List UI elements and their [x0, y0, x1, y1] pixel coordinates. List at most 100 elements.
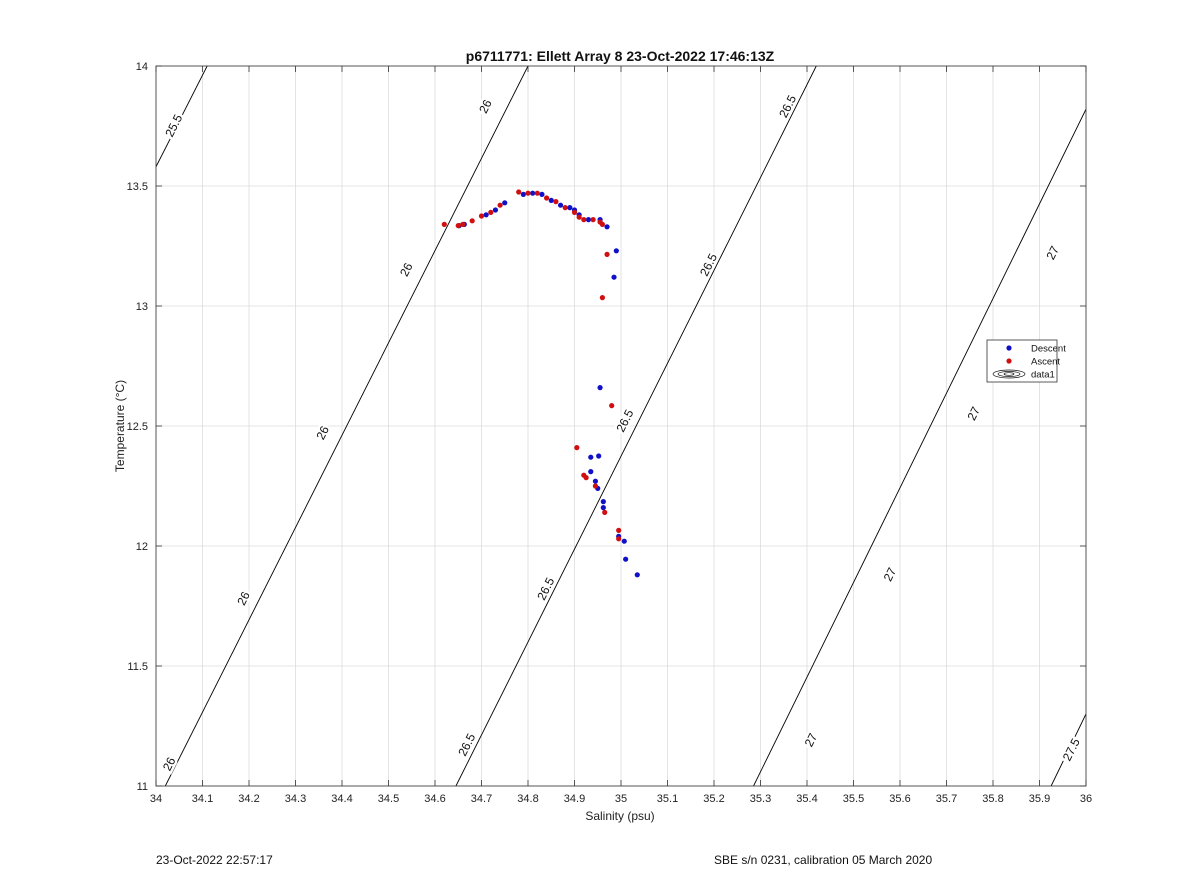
x-tick-label: 34.5 — [378, 793, 399, 805]
data-point — [530, 190, 536, 196]
data-point — [455, 223, 461, 229]
data-point — [623, 556, 629, 562]
y-tick-label: 12 — [136, 541, 148, 553]
contour-line — [455, 66, 817, 786]
y-tick-label: 13.5 — [127, 181, 148, 193]
data-point — [562, 205, 568, 211]
data-point — [525, 190, 531, 196]
data-point — [597, 385, 603, 391]
data-point — [557, 202, 564, 208]
legend: Descent Ascent data1 — [986, 339, 1066, 383]
data-point — [599, 295, 606, 301]
data-point — [634, 572, 640, 578]
data-point — [548, 197, 554, 203]
legend-contour-icon — [992, 369, 1026, 379]
data-point — [460, 221, 466, 227]
x-axis-label: Salinity (psu) — [585, 809, 654, 823]
y-tick-label: 14 — [136, 61, 148, 73]
x-tick-label: 34 — [150, 793, 162, 805]
x-tick-label: 34.1 — [192, 793, 213, 805]
data-point — [581, 217, 587, 223]
data-point — [599, 221, 606, 227]
footer-timestamp: 23-Oct-2022 22:57:17 — [156, 853, 273, 867]
contour-line — [164, 66, 529, 786]
data-point — [609, 403, 615, 409]
x-tick-label: 35.6 — [889, 793, 910, 805]
contour-line — [753, 109, 1086, 786]
x-tick-label: 35.5 — [843, 793, 864, 805]
y-tick-label: 12.5 — [127, 421, 148, 433]
data-point — [576, 214, 582, 220]
data-point — [441, 221, 447, 227]
data-point — [544, 195, 550, 201]
y-axis-label: Temperature (°C) — [113, 380, 127, 472]
data-point — [553, 199, 559, 205]
data-point — [616, 536, 622, 542]
data-point — [611, 274, 617, 280]
x-tick-label: 35.4 — [796, 793, 817, 805]
data-point — [602, 509, 608, 515]
data-point — [585, 217, 592, 223]
x-tick-label: 34.2 — [238, 793, 259, 805]
legend-label-data1: data1 — [1031, 370, 1055, 381]
data-point — [497, 202, 503, 208]
data-point — [502, 200, 508, 206]
x-tick-label: 34.4 — [331, 793, 352, 805]
data-point — [574, 445, 580, 451]
data-point — [583, 475, 589, 481]
chart-title: p6711771: Ellett Array 8 23-Oct-2022 17:… — [466, 48, 775, 64]
x-tick-label: 34.7 — [471, 793, 492, 805]
x-tick-label: 35.8 — [982, 793, 1003, 805]
data-point — [596, 453, 602, 459]
x-tick-label: 34.8 — [517, 793, 538, 805]
data-point — [571, 209, 578, 215]
x-tick-label: 35 — [615, 793, 627, 805]
data-point — [621, 538, 627, 544]
x-tick-label: 34.6 — [424, 793, 445, 805]
data-point — [539, 191, 545, 197]
x-tick-label: 35.1 — [657, 793, 678, 805]
contour-line — [1050, 713, 1086, 786]
contour-line — [156, 66, 208, 168]
x-tick-label: 34.3 — [285, 793, 306, 805]
data-point — [588, 454, 594, 460]
data-point — [613, 248, 619, 254]
data-point — [592, 478, 599, 484]
data-point — [492, 207, 499, 213]
y-tick-label: 13 — [136, 301, 148, 313]
data-point — [534, 190, 540, 196]
legend-label-ascent: Ascent — [1031, 357, 1060, 368]
data-point — [516, 189, 522, 195]
data-point — [483, 212, 489, 218]
x-tick-label: 35.2 — [703, 793, 724, 805]
footer-calibration: SBE s/n 0231, calibration 05 March 2020 — [714, 853, 933, 867]
data-point — [588, 469, 594, 475]
legend-label-descent: Descent — [1031, 344, 1066, 355]
y-tick-label: 11 — [137, 781, 148, 793]
legend-marker-ascent — [1006, 358, 1012, 364]
y-tick-label: 11.5 — [127, 661, 148, 673]
data-point — [600, 505, 606, 511]
data-point — [567, 205, 573, 211]
legend-contour-icon — [1003, 372, 1015, 376]
data-point — [592, 483, 599, 489]
data-point — [604, 251, 610, 257]
data-point — [600, 499, 606, 505]
x-tick-label: 35.7 — [936, 793, 957, 805]
data-point — [469, 218, 475, 224]
data-point — [590, 217, 596, 223]
series-ascent — [441, 189, 622, 542]
data-point — [604, 224, 610, 230]
data-point — [488, 209, 494, 215]
data-point — [478, 213, 485, 219]
data-point — [616, 527, 622, 534]
legend-contour-icon — [997, 371, 1021, 377]
x-tick-label: 35.9 — [1029, 793, 1050, 805]
x-tick-label: 34.9 — [564, 793, 585, 805]
x-tick-label: 35.3 — [750, 793, 771, 805]
plot-area: 25.5262626262626.526.526.526.526.5272727… — [127, 61, 1093, 805]
x-tick-label: 36 — [1080, 793, 1092, 805]
data-point — [520, 191, 526, 197]
legend-marker-descent — [1006, 345, 1012, 351]
